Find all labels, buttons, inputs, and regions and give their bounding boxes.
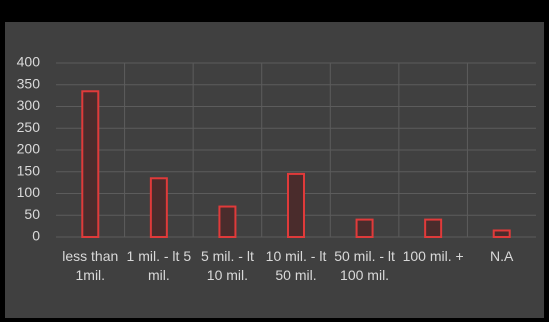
y-tick-label: 100 (17, 184, 41, 200)
y-tick-label: 400 (17, 54, 41, 70)
x-tick-label: 100 mil. + (402, 248, 464, 264)
y-tick-label: 250 (17, 119, 41, 135)
y-tick-label: 150 (17, 162, 41, 178)
x-tick-label: 50 mil. - lt 100 mil. (334, 248, 395, 283)
y-tick-label: 350 (17, 75, 41, 91)
x-tick-label: less than 1mil. (62, 248, 119, 283)
y-tick-label: 200 (17, 141, 41, 157)
y-tick-label: 300 (17, 97, 41, 113)
bar (149, 177, 168, 238)
bar (424, 218, 443, 239)
x-tick-label: 10 mil. - lt 50 mil. (265, 248, 327, 283)
bar (492, 229, 511, 239)
bar (355, 218, 374, 239)
x-tick-label: N.A (490, 248, 514, 264)
y-tick-label: 50 (24, 206, 40, 222)
x-tick-label: 5 mil. - lt 10 mil. (200, 248, 254, 283)
y-tick-label: 0 (32, 228, 40, 244)
x-tick-label: 1 mil. - lt 5 mil. (126, 248, 192, 283)
bar (218, 205, 237, 239)
bar (287, 172, 305, 239)
bar (81, 90, 100, 239)
